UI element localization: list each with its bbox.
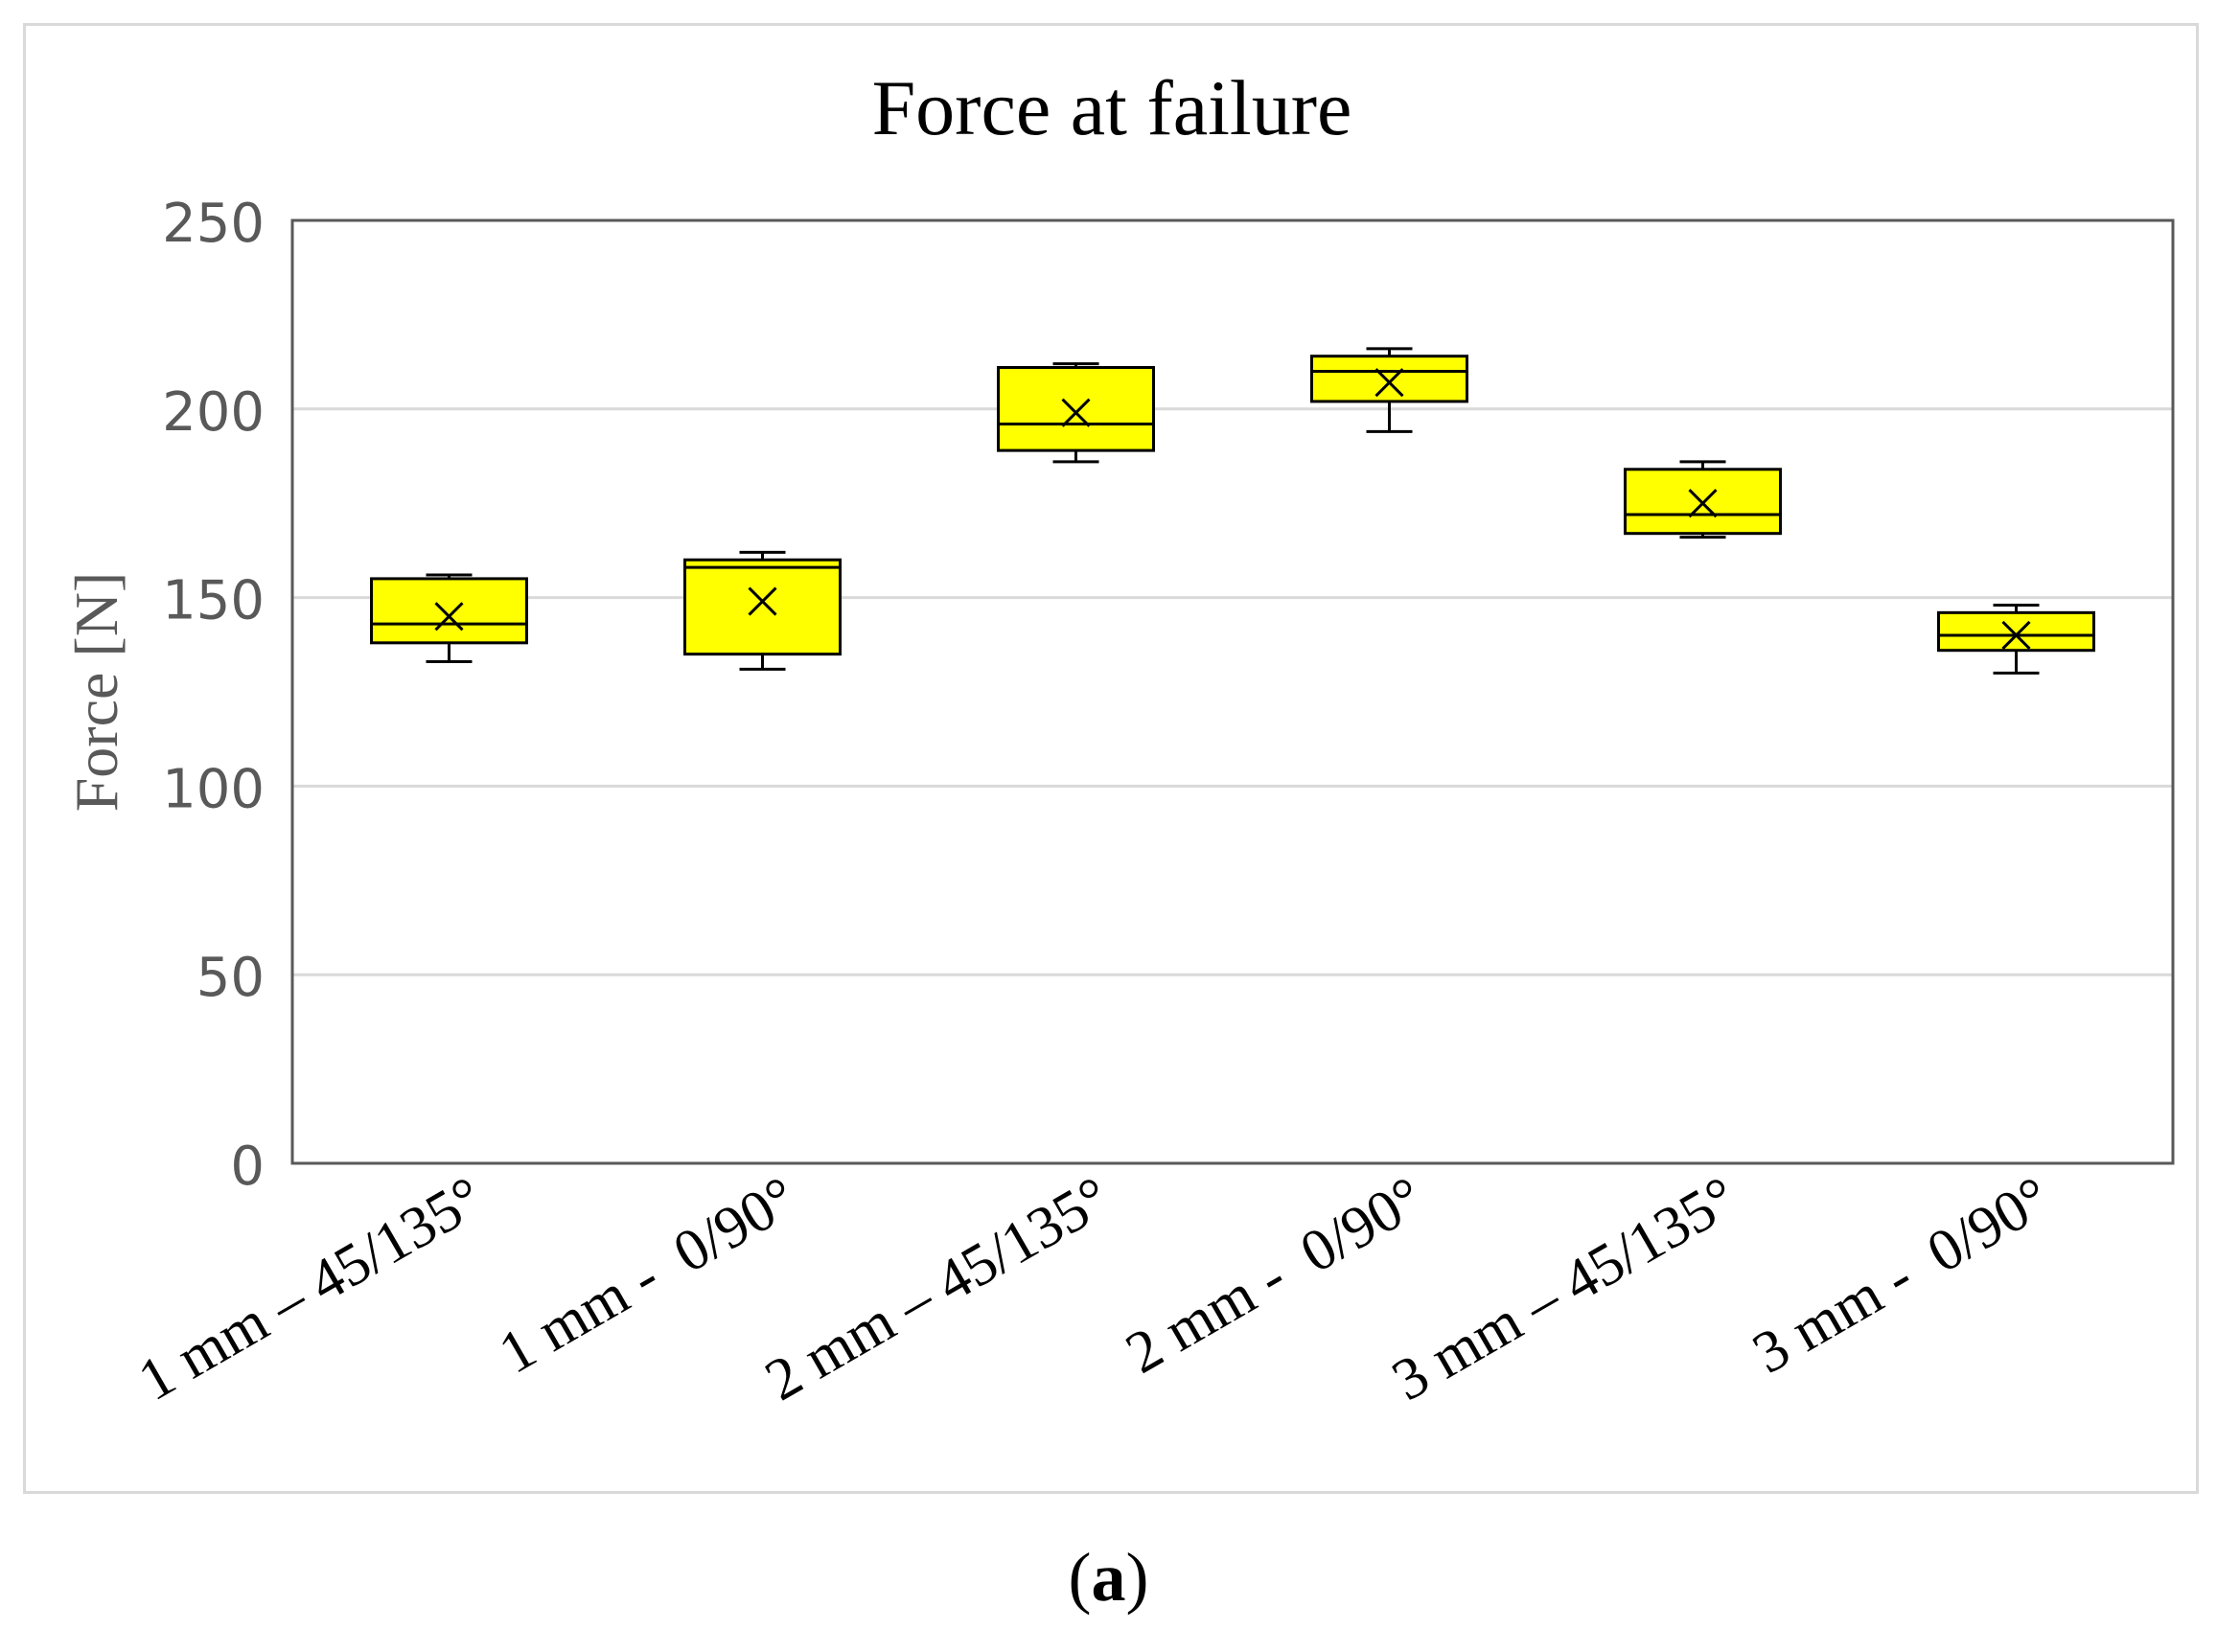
x-axis-labels: 1 mm – 45/135°1 mm - 0/90°2 mm – 45/135°… [127,1164,2061,1413]
x-tick-label: 2 mm – 45/135° [754,1164,1120,1413]
mean-marker [2001,620,2031,651]
panel-label: (a) [0,1538,2217,1618]
y-axis-ticks: 0 50 100 150 200 250 [162,193,265,1198]
mean-marker [1688,489,1718,518]
chart-frame [23,23,2199,1494]
panel-label-letter: a [1091,1539,1126,1616]
box-iqr [1937,610,2095,653]
x-tick-label: 2 mm - 0/90° [1116,1164,1435,1386]
x-tick-label: 1 mm – 45/135° [127,1164,494,1413]
y-tick-label: 50 [196,947,265,1009]
box-iqr [997,366,1155,452]
mean-marker [1061,398,1091,427]
mean-marker [1374,368,1404,398]
y-tick-label: 150 [162,570,265,632]
box-group [683,550,842,671]
x-tick-label: 3 mm - 0/90° [1743,1164,2062,1386]
y-tick-label: 0 [230,1136,265,1198]
box-group [1937,603,2095,675]
box-group [1310,347,1468,433]
y-tick-label: 250 [162,193,265,255]
x-tick-label: 1 mm - 0/90° [489,1164,808,1386]
panel-label-close: ) [1125,1539,1149,1616]
y-axis-label: Force [N] [62,572,130,813]
box-iqr [1310,355,1468,403]
plot-area-border [290,218,2175,1165]
box-group [370,573,528,664]
box-group [1624,460,1782,539]
mean-marker [434,602,464,631]
box-iqr [370,577,528,645]
box-iqr [683,558,842,656]
box-series [370,347,2095,675]
y-tick-label: 100 [162,758,265,820]
x-tick-label: 3 mm – 45/135° [1381,1164,1747,1413]
mean-marker [748,586,777,616]
gridlines [292,407,2173,976]
panel-label-open: ( [1068,1539,1092,1616]
box-group [997,362,1155,464]
chart-title: Force at failure [872,64,1352,151]
y-tick-label: 200 [162,381,265,444]
